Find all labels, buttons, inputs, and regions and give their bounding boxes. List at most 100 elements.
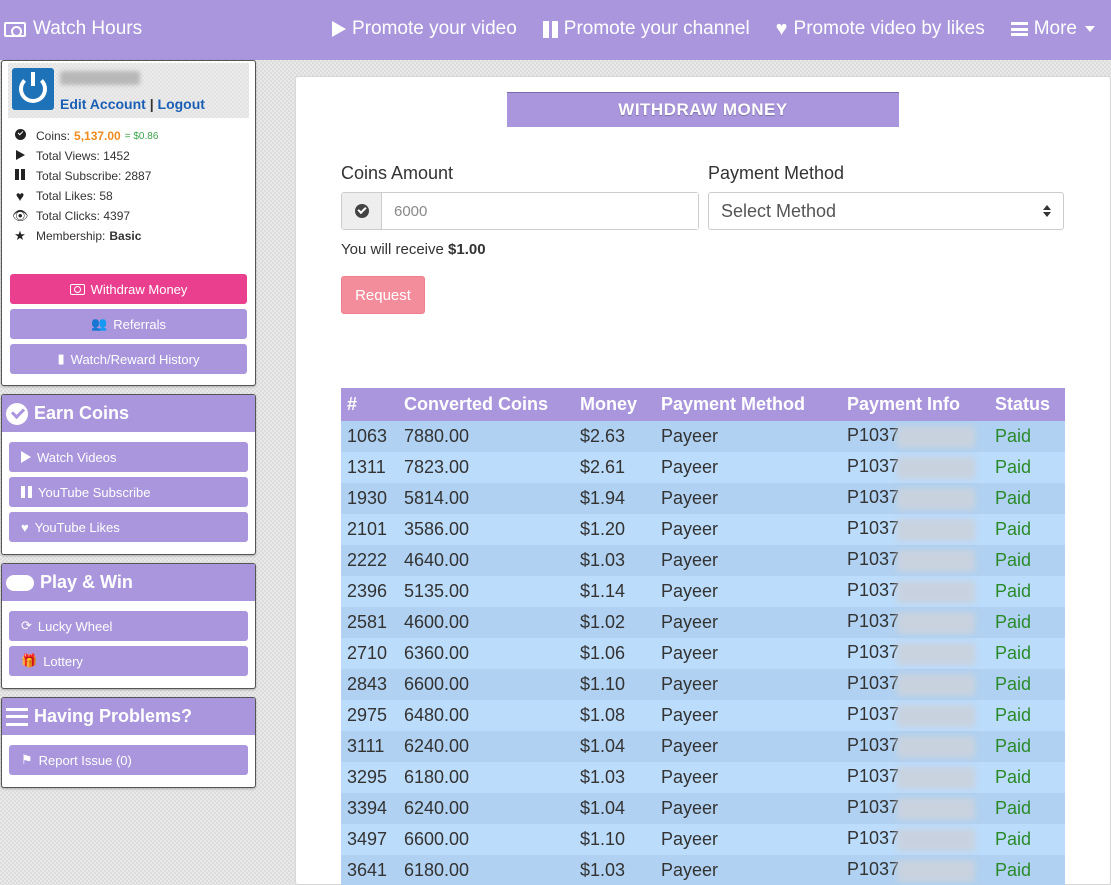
check-circle-icon [6, 402, 28, 425]
page-title: WITHDRAW MONEY [507, 92, 899, 127]
cell-payment-method: Payeer [655, 514, 841, 545]
withdraw-money-label: Withdraw Money [90, 281, 188, 297]
cell-payment-method: Payeer [655, 855, 841, 885]
watch-reward-history-label: Watch/Reward History [70, 351, 200, 367]
book-icon: ▮ [57, 351, 65, 366]
lucky-wheel-button[interactable]: ⟳ Lucky Wheel [9, 611, 248, 641]
payment-info-blurred [897, 828, 976, 851]
users-icon: 👥 [91, 316, 108, 331]
money-bill-icon [69, 283, 85, 295]
coins-amount-group [341, 192, 699, 230]
cell-payment-method: Payeer [655, 762, 841, 793]
nav-more-dropdown[interactable]: More [1010, 18, 1095, 40]
link-separator: | [149, 96, 154, 112]
likes-text: Total Likes: 58 [36, 189, 113, 203]
payment-info-blurred [897, 580, 976, 603]
coins-amount-input[interactable] [382, 193, 698, 229]
logout-link[interactable]: Logout [157, 96, 205, 112]
cell-converted-coins: 4600.00 [398, 607, 574, 638]
receive-prefix: You will receive [341, 241, 444, 258]
cell-converted-coins: 6360.00 [398, 638, 574, 669]
youtube-subscribe-button[interactable]: YouTube Subscribe [9, 477, 248, 507]
gamepad-icon [6, 574, 34, 591]
stat-views: Total Views: 1452 [12, 146, 255, 166]
payment-info-blurred [897, 518, 976, 541]
cell-id: 2222 [341, 545, 398, 576]
cell-payment-info: P1037 [841, 514, 989, 545]
cell-id: 1063 [341, 421, 398, 452]
cell-converted-coins: 5814.00 [398, 483, 574, 514]
clicks-text: Total Clicks: 4397 [36, 209, 131, 223]
eye-icon: 👁 [12, 208, 29, 223]
withdraw-money-button[interactable]: Withdraw Money [10, 274, 247, 304]
cell-status: Paid [989, 700, 1065, 731]
cell-payment-info: P1037 [841, 669, 989, 700]
cell-money: $1.04 [574, 731, 655, 762]
cell-payment-method: Payeer [655, 452, 841, 483]
payment-method-select[interactable]: Select Method [708, 192, 1064, 230]
nav-promote-likes[interactable]: ♥ Promote video by likes [776, 18, 985, 40]
cell-payment-info: P1037 [841, 452, 989, 483]
nav-more-label: More [1033, 18, 1077, 39]
cell-payment-info: P1037 [841, 607, 989, 638]
cell-money: $1.20 [574, 514, 655, 545]
check-circle-icon [12, 129, 28, 143]
cell-payment-method: Payeer [655, 700, 841, 731]
cell-id: 2843 [341, 669, 398, 700]
cell-payment-method: Payeer [655, 576, 841, 607]
cell-payment-method: Payeer [655, 545, 841, 576]
edit-account-link[interactable]: Edit Account [60, 96, 146, 112]
brand[interactable]: Watch Hours [4, 18, 142, 40]
payment-info-blurred [897, 766, 976, 789]
cell-payment-info: P1037 [841, 855, 989, 885]
payment-info-blurred [897, 797, 976, 820]
report-issue-button[interactable]: ⚑ Report Issue (0) [9, 745, 248, 775]
cell-id: 2975 [341, 700, 398, 731]
stat-membership: ★ Membership: Basic [12, 226, 255, 246]
star-icon: ★ [14, 228, 26, 243]
request-button[interactable]: Request [341, 276, 425, 314]
cell-converted-coins: 5135.00 [398, 576, 574, 607]
profile-panel: Edit Account | Logout Coins: 5,137.00 = … [1, 60, 256, 386]
cell-money: $1.94 [574, 483, 655, 514]
referrals-button[interactable]: 👥 Referrals [10, 309, 247, 339]
payment-info-blurred [897, 673, 976, 696]
watch-reward-history-button[interactable]: ▮ Watch/Reward History [10, 344, 247, 374]
nav-promote-video[interactable]: Promote your video [332, 18, 517, 40]
cell-status: Paid [989, 452, 1065, 483]
gift-icon: 🎁 [21, 653, 38, 668]
youtube-likes-button[interactable]: ♥ YouTube Likes [9, 512, 248, 542]
cell-converted-coins: 3586.00 [398, 514, 574, 545]
cell-converted-coins: 4640.00 [398, 545, 574, 576]
table-row: 1930 5814.00 $1.94 Payeer P1037 Paid [341, 483, 1065, 514]
cell-payment-info: P1037 [841, 793, 989, 824]
cell-id: 2101 [341, 514, 398, 545]
cell-status: Paid [989, 855, 1065, 885]
cell-status: Paid [989, 483, 1065, 514]
nav-promote-channel[interactable]: Promote your channel [542, 18, 750, 40]
cell-converted-coins: 7823.00 [398, 452, 574, 483]
avatar[interactable] [12, 68, 54, 110]
lottery-button[interactable]: 🎁 Lottery [9, 646, 248, 676]
cell-id: 2710 [341, 638, 398, 669]
cell-money: $1.06 [574, 638, 655, 669]
cell-converted-coins: 6240.00 [398, 731, 574, 762]
table-row: 2975 6480.00 $1.08 Payeer P1037 Paid [341, 700, 1065, 731]
cell-money: $1.10 [574, 669, 655, 700]
cell-money: $1.02 [574, 607, 655, 638]
cell-status: Paid [989, 731, 1065, 762]
payment-info-blurred [897, 549, 976, 572]
cell-id: 2396 [341, 576, 398, 607]
cell-id: 3295 [341, 762, 398, 793]
cell-id: 1311 [341, 452, 398, 483]
cell-money: $1.08 [574, 700, 655, 731]
watch-videos-button[interactable]: Watch Videos [9, 442, 248, 472]
bars-icon [1010, 22, 1028, 36]
problems-header: Having Problems? [2, 698, 255, 735]
username-blurred [60, 71, 140, 85]
withdraw-history-table: # Converted Coins Money Payment Method P… [341, 388, 1065, 885]
cell-converted-coins: 6600.00 [398, 824, 574, 855]
subscribe-text: Total Subscribe: 2887 [36, 169, 152, 183]
membership-value: Basic [109, 229, 142, 243]
heart-icon: ♥ [775, 18, 788, 40]
